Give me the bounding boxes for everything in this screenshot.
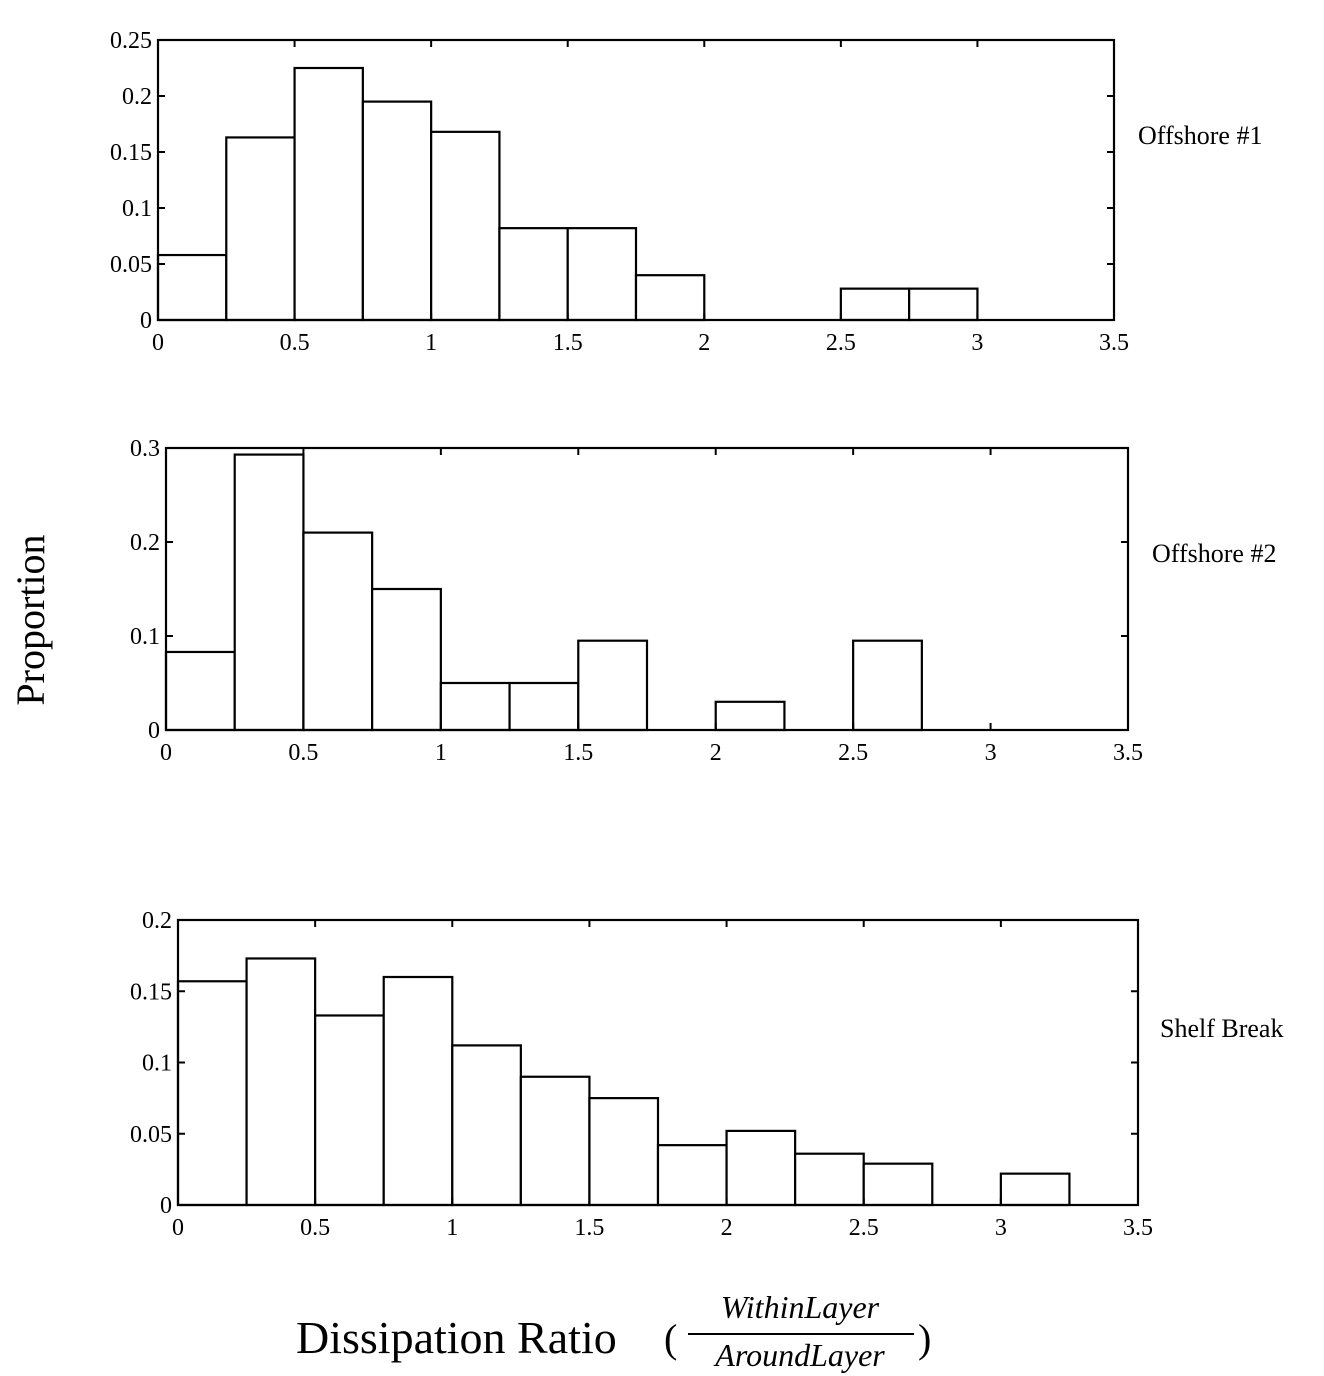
histogram-bar bbox=[588, 1097, 660, 1207]
x-tick-label: 1 bbox=[425, 330, 437, 356]
histogram-bar bbox=[233, 453, 305, 732]
x-tick-label: 1.5 bbox=[563, 740, 593, 766]
x-tick-label: 3 bbox=[971, 330, 983, 356]
x-tick-label: 0 bbox=[172, 1215, 184, 1241]
y-tick-label: 0.1 bbox=[122, 196, 152, 222]
histogram-bar bbox=[245, 957, 317, 1207]
x-tick-label: 2 bbox=[710, 740, 722, 766]
histogram-bar bbox=[314, 1014, 385, 1207]
x-axis-label-text: Dissipation Ratio bbox=[296, 1312, 617, 1363]
y-tick-label: 0.05 bbox=[110, 252, 152, 278]
histogram-bar bbox=[852, 639, 923, 732]
histogram-bar bbox=[508, 681, 580, 732]
x-tick-label: 3 bbox=[985, 740, 997, 766]
y-tick-label: 0.25 bbox=[110, 28, 152, 54]
x-tick-label: 0.5 bbox=[280, 330, 310, 356]
histogram-bar bbox=[382, 975, 454, 1207]
histogram-panel: 0 0.5 1 1.5 2 2.5 3 3.5 0 0.1 0.2 0.3 Offshore #2 bbox=[130, 436, 1276, 766]
histogram-bar bbox=[577, 639, 649, 732]
histogram-bar bbox=[908, 287, 979, 322]
histogram-bar bbox=[293, 66, 364, 322]
x-axis-label-open-paren: ( bbox=[664, 1316, 677, 1361]
x-tick-label: 1 bbox=[435, 740, 447, 766]
histogram-bar bbox=[302, 531, 374, 732]
x-axis-label-denominator: AroundLayer bbox=[713, 1337, 885, 1373]
y-tick-label: 0.2 bbox=[122, 84, 152, 110]
panel-label: Offshore #1 bbox=[1138, 121, 1262, 150]
x-tick-label: 2.5 bbox=[849, 1215, 879, 1241]
y-axis-label: Proportion bbox=[8, 534, 53, 705]
histogram-bar bbox=[430, 130, 501, 322]
histogram-bar bbox=[634, 274, 706, 322]
histogram-bar bbox=[451, 1044, 522, 1207]
histogram-bar bbox=[361, 100, 433, 322]
y-tick-label: 0.15 bbox=[130, 979, 172, 1005]
x-tick-label: 1.5 bbox=[553, 330, 583, 356]
axes-frame bbox=[156, 38, 1116, 322]
panel-label: Offshore #2 bbox=[1152, 539, 1276, 568]
x-tick-label: 1 bbox=[446, 1215, 458, 1241]
panel-label: Shelf Break bbox=[1160, 1014, 1283, 1043]
histogram-bar bbox=[225, 136, 296, 322]
x-tick-label: 2.5 bbox=[826, 330, 856, 356]
histogram-panel: 0 0.5 1 1.5 2 2.5 3 3.5 0 0.05 0.1 0.15 0.2 0.25 Offsh… bbox=[110, 28, 1262, 356]
x-tick-label: 2.5 bbox=[838, 740, 868, 766]
y-tick-label: 0.2 bbox=[130, 530, 160, 556]
histogram-bar bbox=[862, 1162, 934, 1207]
histogram-bar bbox=[156, 253, 228, 322]
histogram-bar bbox=[656, 1144, 728, 1207]
x-tick-label: 0.5 bbox=[300, 1215, 330, 1241]
x-tick-label: 0.5 bbox=[288, 740, 318, 766]
y-tick-label: 0.1 bbox=[142, 1051, 172, 1077]
histogram-bar bbox=[439, 681, 511, 732]
x-tick-label: 0 bbox=[160, 740, 172, 766]
histogram-bar bbox=[794, 1152, 865, 1207]
y-tick-label: 0.3 bbox=[130, 436, 160, 462]
x-tick-label: 2 bbox=[721, 1215, 733, 1241]
x-tick-label: 3.5 bbox=[1113, 740, 1143, 766]
histogram-bar bbox=[999, 1172, 1071, 1207]
histogram-bar bbox=[371, 587, 442, 732]
histogram-bar bbox=[164, 650, 236, 732]
x-axis-label: Dissipation Ratio ( WithinLayer AroundLa… bbox=[296, 1289, 931, 1373]
histogram-bar bbox=[566, 227, 638, 322]
y-tick-label: 0.2 bbox=[142, 908, 172, 934]
y-tick-label: 0.05 bbox=[130, 1122, 172, 1148]
y-tick-label: 0 bbox=[140, 308, 152, 334]
histogram-bar bbox=[714, 700, 786, 732]
y-tick-label: 0 bbox=[148, 718, 160, 744]
histogram-bar bbox=[176, 980, 248, 1207]
histogram-panel: 0 0.5 1 1.5 2 2.5 3 3.5 0 0.05 0.1 0.15 0.2 Shelf Bre… bbox=[130, 908, 1283, 1241]
x-axis-label-numerator: WithinLayer bbox=[721, 1289, 880, 1325]
x-axis-label-close-paren: ) bbox=[918, 1316, 931, 1361]
x-tick-label: 1.5 bbox=[574, 1215, 604, 1241]
y-tick-label: 0 bbox=[160, 1193, 172, 1219]
histogram-panels: 0 0.5 1 1.5 2 2.5 3 3.5 0 0.05 0.1 0.15 0.2 0.25 Offsh… bbox=[110, 28, 1283, 1241]
x-tick-label: 2 bbox=[698, 330, 710, 356]
x-tick-label: 3.5 bbox=[1099, 330, 1129, 356]
histogram-bar bbox=[498, 227, 569, 322]
axes-frame bbox=[164, 446, 1130, 732]
histogram-bar bbox=[725, 1129, 797, 1207]
y-tick-label: 0.15 bbox=[110, 140, 152, 166]
x-tick-label: 3.5 bbox=[1123, 1215, 1153, 1241]
histogram-bar bbox=[519, 1075, 591, 1207]
y-tick-label: 0.1 bbox=[130, 624, 160, 650]
histogram-bar bbox=[839, 287, 911, 322]
x-tick-label: 0 bbox=[152, 330, 164, 356]
x-tick-label: 3 bbox=[995, 1215, 1007, 1241]
